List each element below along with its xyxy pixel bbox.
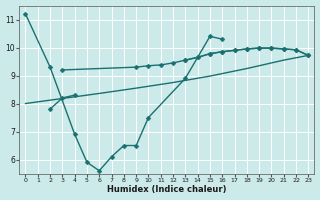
X-axis label: Humidex (Indice chaleur): Humidex (Indice chaleur) xyxy=(107,185,227,194)
